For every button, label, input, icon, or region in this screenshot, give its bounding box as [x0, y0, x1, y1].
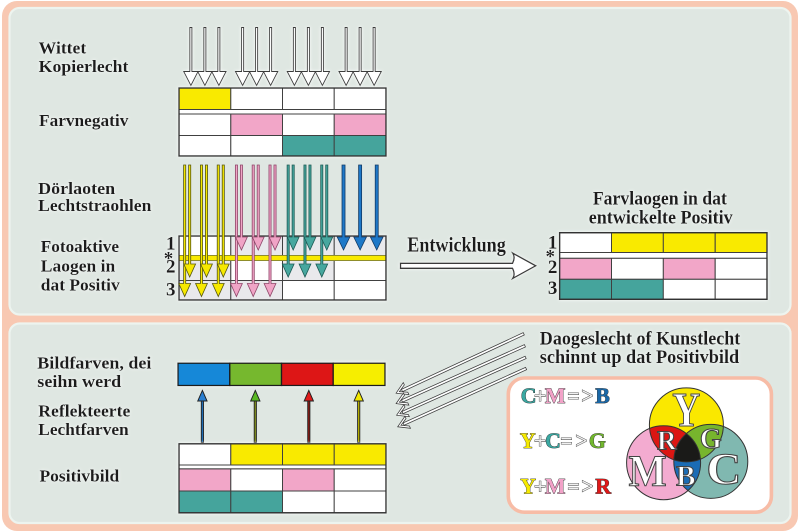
svg-text:B: B — [595, 384, 610, 408]
svg-text:Y: Y — [520, 475, 536, 499]
svg-text:entwickelte Positiv: entwickelte Positiv — [589, 208, 733, 229]
svg-text:M: M — [545, 384, 566, 408]
svg-text:+: + — [534, 384, 546, 408]
svg-text:3: 3 — [548, 278, 558, 299]
svg-text:=: = — [567, 384, 579, 408]
svg-text:Dörlaoten: Dörlaoten — [38, 179, 115, 198]
svg-text:>: > — [581, 475, 593, 499]
svg-text:M: M — [629, 446, 667, 495]
svg-text:Bildfarven, dei: Bildfarven, dei — [37, 353, 152, 372]
svg-text:C: C — [545, 429, 561, 453]
svg-text:Y: Y — [672, 382, 700, 437]
svg-text:G: G — [589, 429, 606, 453]
svg-text:Farvlaogen in dat: Farvlaogen in dat — [593, 189, 728, 210]
svg-text:*: * — [546, 247, 556, 268]
svg-text:C: C — [521, 384, 537, 408]
svg-text:Daogeslecht of Kunstlecht: Daogeslecht of Kunstlecht — [540, 328, 741, 349]
svg-text:Reflekteerte: Reflekteerte — [38, 401, 130, 420]
svg-text:schinnt up dat Positivbild: schinnt up dat Positivbild — [540, 347, 740, 368]
svg-text:Y: Y — [520, 429, 536, 453]
svg-text:R: R — [657, 426, 677, 456]
svg-text:M: M — [545, 475, 566, 499]
svg-text:2: 2 — [548, 257, 558, 278]
svg-text:R: R — [595, 475, 611, 499]
svg-text:G: G — [700, 424, 722, 455]
svg-text:Farvnegativ: Farvnegativ — [39, 111, 129, 130]
svg-text:Laogen in: Laogen in — [41, 256, 115, 275]
svg-text:C: C — [706, 445, 741, 494]
svg-text:2: 2 — [166, 257, 176, 278]
svg-text:Lechtfarven: Lechtfarven — [38, 420, 128, 439]
svg-text:dat Positiv: dat Positiv — [41, 276, 121, 295]
svg-text:B: B — [676, 460, 695, 492]
svg-text:=: = — [560, 429, 572, 453]
svg-text:Entwicklung: Entwicklung — [407, 233, 506, 257]
svg-text:3: 3 — [166, 279, 176, 300]
svg-text:1: 1 — [166, 234, 176, 255]
svg-text:seihn werd: seihn werd — [37, 372, 121, 391]
svg-text:+: + — [534, 475, 546, 499]
svg-text:Wittet: Wittet — [39, 39, 87, 58]
svg-text:1: 1 — [548, 232, 558, 253]
svg-text:>: > — [575, 429, 587, 453]
svg-text:=: = — [567, 475, 579, 499]
svg-text:>: > — [581, 384, 593, 408]
svg-text:Positivbild: Positivbild — [40, 466, 120, 485]
svg-text:Lechtstraohlen: Lechtstraohlen — [38, 196, 151, 215]
svg-text:+: + — [534, 429, 546, 453]
svg-text:Kopierlecht: Kopierlecht — [39, 57, 129, 76]
svg-text:Fotoaktive: Fotoaktive — [41, 237, 119, 256]
svg-text:*: * — [164, 249, 174, 270]
